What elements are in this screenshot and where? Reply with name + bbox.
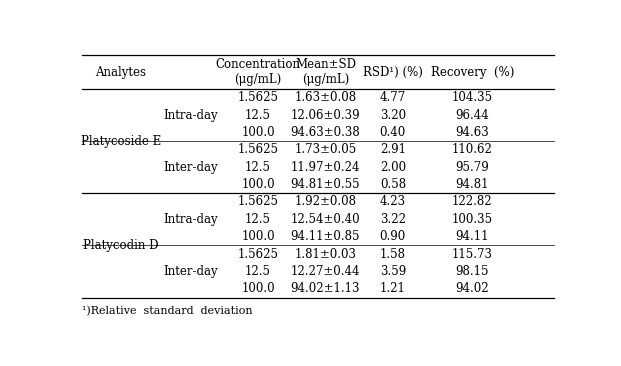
Text: 1.58: 1.58	[380, 248, 406, 261]
Text: Inter-day: Inter-day	[163, 265, 218, 278]
Text: 11.97±0.24: 11.97±0.24	[291, 161, 360, 174]
Text: Mean±SD
(μg/mL): Mean±SD (μg/mL)	[295, 58, 356, 86]
Text: 94.81: 94.81	[456, 178, 489, 191]
Text: 12.5: 12.5	[245, 265, 271, 278]
Text: 98.15: 98.15	[456, 265, 489, 278]
Text: 12.06±0.39: 12.06±0.39	[291, 109, 360, 122]
Text: 95.79: 95.79	[455, 161, 489, 174]
Text: 3.59: 3.59	[379, 265, 406, 278]
Text: 94.02: 94.02	[455, 282, 489, 295]
Text: 94.02±1.13: 94.02±1.13	[291, 282, 360, 295]
Text: 96.44: 96.44	[455, 109, 489, 122]
Text: 2.00: 2.00	[380, 161, 406, 174]
Text: 1.5625: 1.5625	[238, 195, 279, 209]
Text: 122.82: 122.82	[452, 195, 492, 209]
Text: 115.73: 115.73	[451, 248, 493, 261]
Text: 1.5625: 1.5625	[238, 143, 279, 156]
Text: Intra-day: Intra-day	[163, 109, 218, 122]
Text: 104.35: 104.35	[451, 91, 493, 104]
Text: 94.11: 94.11	[456, 230, 489, 243]
Text: 2.91: 2.91	[380, 143, 406, 156]
Text: Platycodin D: Platycodin D	[83, 239, 159, 252]
Text: 100.0: 100.0	[242, 230, 275, 243]
Text: 0.58: 0.58	[380, 178, 406, 191]
Text: 12.5: 12.5	[245, 213, 271, 226]
Text: ¹)Relative  standard  deviation: ¹)Relative standard deviation	[83, 306, 253, 316]
Text: Platycoside E: Platycoside E	[81, 135, 161, 147]
Text: 100.0: 100.0	[242, 126, 275, 139]
Text: 12.54±0.40: 12.54±0.40	[291, 213, 360, 226]
Text: RSD¹) (%): RSD¹) (%)	[363, 66, 423, 79]
Text: 1.92±0.08: 1.92±0.08	[294, 195, 356, 209]
Text: Intra-day: Intra-day	[163, 213, 218, 226]
Text: 0.90: 0.90	[379, 230, 406, 243]
Text: 1.5625: 1.5625	[238, 91, 279, 104]
Text: 100.0: 100.0	[242, 282, 275, 295]
Text: 1.21: 1.21	[380, 282, 406, 295]
Text: 1.73±0.05: 1.73±0.05	[294, 143, 356, 156]
Text: Recovery  (%): Recovery (%)	[430, 66, 514, 79]
Text: 3.20: 3.20	[380, 109, 406, 122]
Text: Inter-day: Inter-day	[163, 161, 218, 174]
Text: 4.77: 4.77	[379, 91, 406, 104]
Text: 1.63±0.08: 1.63±0.08	[294, 91, 356, 104]
Text: 100.0: 100.0	[242, 178, 275, 191]
Text: 94.81±0.55: 94.81±0.55	[291, 178, 360, 191]
Text: 0.40: 0.40	[379, 126, 406, 139]
Text: 4.23: 4.23	[380, 195, 406, 209]
Text: 3.22: 3.22	[380, 213, 406, 226]
Text: 12.27±0.44: 12.27±0.44	[291, 265, 360, 278]
Text: 94.63±0.38: 94.63±0.38	[291, 126, 360, 139]
Text: 94.11±0.85: 94.11±0.85	[291, 230, 360, 243]
Text: 94.63: 94.63	[455, 126, 489, 139]
Text: 12.5: 12.5	[245, 109, 271, 122]
Text: Concentration
(μg/mL): Concentration (μg/mL)	[215, 58, 301, 86]
Text: 1.5625: 1.5625	[238, 248, 279, 261]
Text: 100.35: 100.35	[451, 213, 493, 226]
Text: Analytes: Analytes	[96, 66, 147, 79]
Text: 110.62: 110.62	[452, 143, 492, 156]
Text: 12.5: 12.5	[245, 161, 271, 174]
Text: 1.81±0.03: 1.81±0.03	[294, 248, 356, 261]
